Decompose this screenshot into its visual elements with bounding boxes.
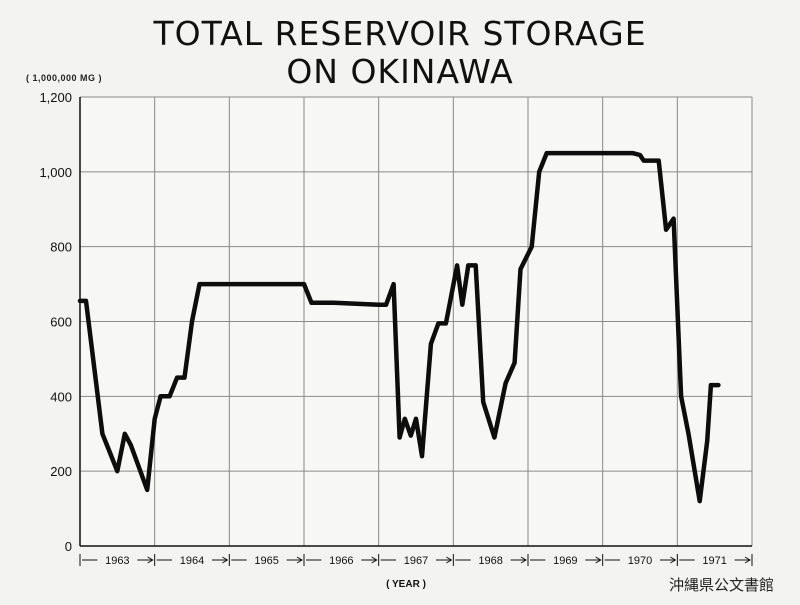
year-label: 1963 [105,555,129,567]
y-tick-label: 1,200 [39,90,72,105]
year-arrowhead [520,556,527,564]
year-label: 1971 [702,555,726,567]
year-arrowhead [744,556,751,564]
y-tick-label: 0 [65,539,72,554]
year-arrowhead [595,556,602,564]
x-axis-title: ( YEAR ) [386,579,426,590]
year-label: 1966 [329,555,353,567]
y-tick-label: 200 [50,464,72,479]
year-label: 1964 [180,555,204,567]
year-arrowhead [371,556,378,564]
year-label: 1965 [254,555,278,567]
y-tick-label: 600 [50,315,72,330]
year-arrowhead [222,556,229,564]
year-arrowhead [670,556,677,564]
y-tick-label: 400 [50,389,72,404]
year-label: 1970 [628,555,652,567]
chart-subtitle: ON OKINAWA [286,52,514,91]
year-arrowhead [147,556,154,564]
year-label: 1967 [404,555,428,567]
y-tick-label: 800 [50,240,72,255]
series-line [77,150,721,504]
archive-watermark: 沖縄県公文書館 [668,576,774,594]
y-axis-unit-label: ( 1,000,000 MG ) [26,73,103,83]
y-tick-label: 1,000 [39,165,72,180]
year-arrowhead [446,556,453,564]
year-label: 1968 [478,555,502,567]
year-arrowhead [296,556,303,564]
chart-title: TOTAL RESERVOIR STORAGE [153,14,647,53]
year-label: 1969 [553,555,577,567]
